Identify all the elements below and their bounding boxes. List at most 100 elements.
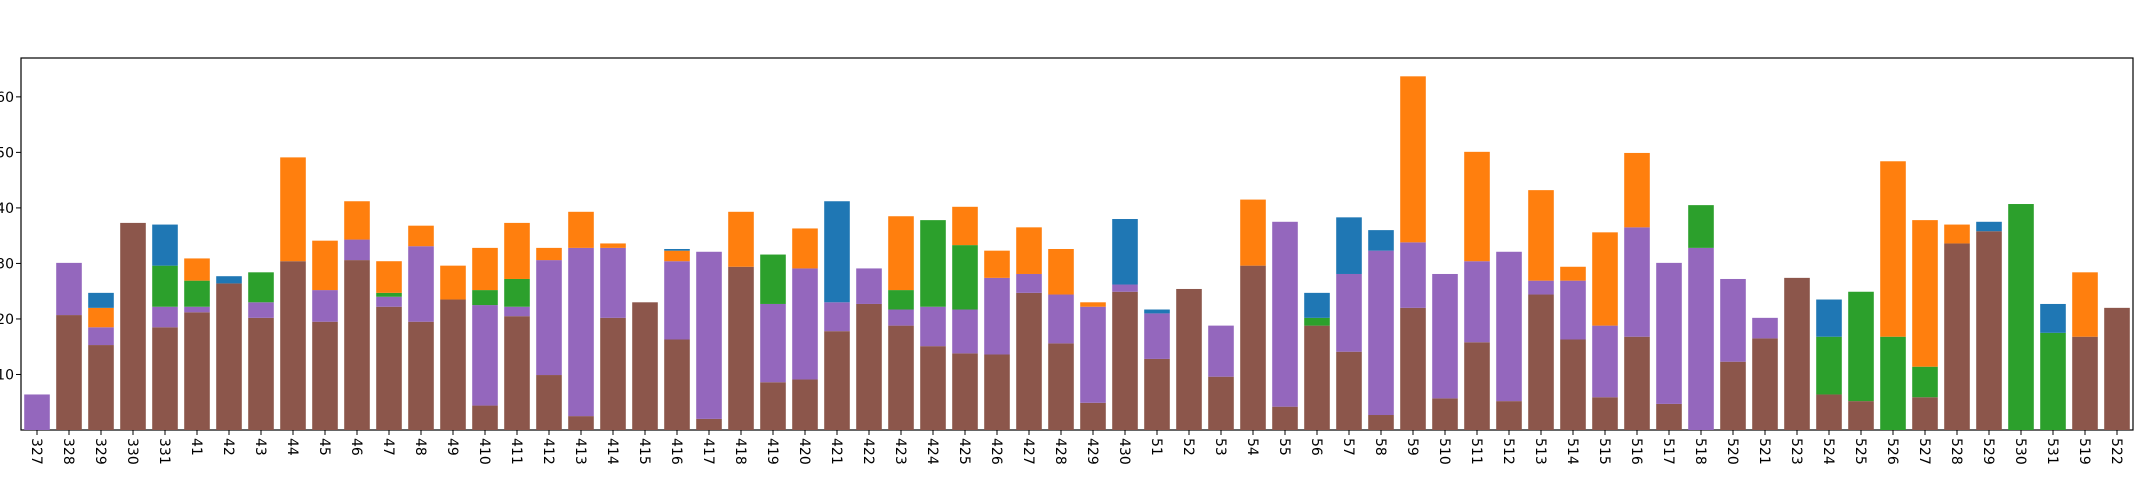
x-tick-label: 53 xyxy=(1212,438,1228,456)
bar-segment xyxy=(952,353,978,430)
bar-segment xyxy=(1560,339,1586,430)
bar-segment xyxy=(1848,401,1874,430)
x-tick-label: 512 xyxy=(1500,438,1516,465)
x-tick-label: 59 xyxy=(1404,438,1420,456)
x-tick-label: 414 xyxy=(604,438,620,465)
x-tick-label: 57 xyxy=(1340,438,1356,456)
bar-segment xyxy=(1528,190,1554,281)
bar-segment xyxy=(984,250,1010,278)
x-tick-label: 55 xyxy=(1276,438,1292,456)
bar-segment xyxy=(1048,343,1074,430)
bar-segment xyxy=(1528,280,1554,295)
x-tick-label: 417 xyxy=(700,438,716,465)
x-tick-label: 44 xyxy=(284,438,300,456)
bar-segment xyxy=(1848,291,1874,402)
bar-segment xyxy=(1624,336,1650,430)
bar-segment xyxy=(1912,220,1938,367)
x-tick-label: 529 xyxy=(1980,438,1996,465)
bar-segment xyxy=(1144,309,1170,314)
bar-segment xyxy=(152,306,178,328)
bar-segment xyxy=(1304,325,1330,430)
bar-segment xyxy=(664,248,690,251)
bar-segment xyxy=(984,354,1010,430)
x-tick-label: 327 xyxy=(28,438,44,465)
x-tick-label: 51 xyxy=(1148,438,1164,456)
x-tick-label: 424 xyxy=(924,438,940,465)
bar-segment xyxy=(888,325,914,430)
bar-segment xyxy=(1080,306,1106,403)
x-tick-label: 530 xyxy=(2012,438,2028,465)
bar-segment xyxy=(1784,277,1810,430)
bar-segment xyxy=(984,277,1010,355)
bar-segment xyxy=(2008,204,2034,430)
bar-segment xyxy=(504,306,530,317)
bar-segment xyxy=(1112,219,1138,285)
x-tick-label: 412 xyxy=(540,438,556,465)
x-tick-label: 413 xyxy=(572,438,588,465)
bar-segment xyxy=(472,247,498,291)
bar-segment xyxy=(1144,358,1170,430)
bar-segment xyxy=(1336,351,1362,430)
bar-segment xyxy=(1144,313,1170,359)
bar-segment xyxy=(280,157,306,262)
bar-segment xyxy=(2072,272,2098,337)
bar-segment xyxy=(1464,261,1490,343)
x-tick-label: 410 xyxy=(476,438,492,465)
bar-segment xyxy=(2072,336,2098,430)
bar-segment xyxy=(1368,250,1394,416)
bar-segment xyxy=(920,220,946,307)
bar-segment xyxy=(344,201,370,240)
x-tick-label: 523 xyxy=(1788,438,1804,465)
y-tick-label: 30 xyxy=(0,256,14,272)
bar-segment xyxy=(1272,221,1298,407)
bar-segment xyxy=(1016,273,1042,293)
bar-segment xyxy=(1560,280,1586,340)
bar-segment xyxy=(696,251,722,419)
x-tick-label: 419 xyxy=(764,438,780,465)
bar-segment xyxy=(1656,262,1682,404)
y-tick-label: 10 xyxy=(0,367,14,383)
bar-segment xyxy=(1112,284,1138,292)
bar-segment xyxy=(1880,161,1906,337)
x-tick-label: 415 xyxy=(636,438,652,465)
bar-segment xyxy=(760,382,786,430)
bar-segment xyxy=(1016,292,1042,430)
bar-segment xyxy=(1432,398,1458,430)
x-tick-label: 58 xyxy=(1372,438,1388,456)
bar-segment xyxy=(664,339,690,430)
bar-segment xyxy=(184,280,210,307)
bar-segment xyxy=(1368,230,1394,251)
bar-segment xyxy=(1464,342,1490,430)
bar-segment xyxy=(88,307,114,328)
bar-segment xyxy=(664,261,690,340)
bar-segment xyxy=(1976,221,2002,232)
bar-segment xyxy=(1880,336,1906,430)
bar-segment xyxy=(1592,397,1618,430)
x-tick-label: 526 xyxy=(1884,438,1900,465)
bar-segment xyxy=(2040,332,2066,430)
bar-segment xyxy=(344,260,370,430)
x-tick-label: 54 xyxy=(1244,438,1260,456)
x-tick-label: 518 xyxy=(1692,438,1708,465)
bar-segment xyxy=(1496,401,1522,430)
bar-segment xyxy=(152,327,178,430)
bar-segment xyxy=(1656,403,1682,430)
bar-segment xyxy=(1944,224,1970,244)
x-tick-label: 517 xyxy=(1660,438,1676,465)
y-tick-label: 60 xyxy=(0,90,14,106)
bar-segment xyxy=(728,211,754,267)
bar-segment xyxy=(280,261,306,430)
x-tick-label: 423 xyxy=(892,438,908,465)
x-tick-label: 45 xyxy=(316,438,332,456)
x-tick-label: 514 xyxy=(1564,438,1580,465)
bar-segment xyxy=(1304,292,1330,318)
bar-segment xyxy=(920,306,946,347)
x-tick-label: 524 xyxy=(1820,438,1836,465)
x-tick-label: 525 xyxy=(1852,438,1868,465)
bar-segment xyxy=(376,292,402,297)
bar-segment xyxy=(1912,366,1938,398)
bar-segment xyxy=(600,247,626,318)
bar-segment xyxy=(728,266,754,430)
bar-segment xyxy=(408,225,434,247)
